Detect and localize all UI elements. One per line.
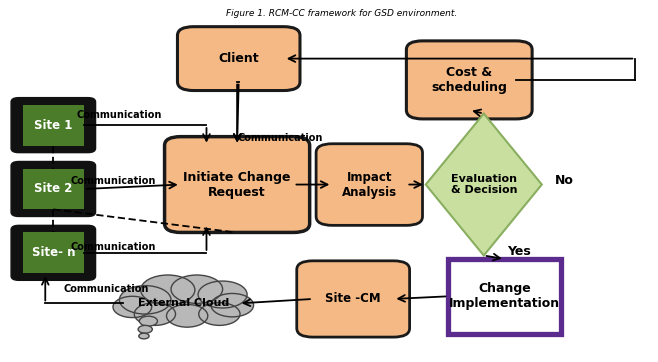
FancyBboxPatch shape xyxy=(164,137,310,232)
Circle shape xyxy=(166,304,208,327)
Text: Cost &
scheduling: Cost & scheduling xyxy=(431,66,507,94)
Polygon shape xyxy=(426,114,542,256)
Text: Site- n: Site- n xyxy=(32,246,75,259)
Text: Communication: Communication xyxy=(77,110,162,121)
Text: Communication: Communication xyxy=(238,134,323,143)
FancyBboxPatch shape xyxy=(22,169,84,209)
Text: Evaluation
& Decision: Evaluation & Decision xyxy=(451,174,517,195)
Text: Site -CM: Site -CM xyxy=(325,292,381,306)
Circle shape xyxy=(139,333,149,339)
Circle shape xyxy=(138,325,152,333)
FancyBboxPatch shape xyxy=(11,225,95,280)
FancyBboxPatch shape xyxy=(22,232,84,273)
Circle shape xyxy=(171,275,222,303)
Circle shape xyxy=(198,281,247,308)
Circle shape xyxy=(199,303,240,325)
Circle shape xyxy=(136,284,200,319)
Text: No: No xyxy=(555,174,574,188)
Text: Figure 1. RCM-CC framework for GSD environment.: Figure 1. RCM-CC framework for GSD envir… xyxy=(226,9,457,18)
Text: Communication: Communication xyxy=(70,176,156,186)
Text: Impact
Analysis: Impact Analysis xyxy=(342,171,397,198)
FancyBboxPatch shape xyxy=(297,261,409,337)
FancyBboxPatch shape xyxy=(448,259,561,333)
FancyBboxPatch shape xyxy=(407,41,532,119)
Text: Site 1: Site 1 xyxy=(34,119,72,132)
Text: Initiate Change
Request: Initiate Change Request xyxy=(184,171,291,198)
Circle shape xyxy=(211,294,253,317)
Circle shape xyxy=(141,275,195,305)
Ellipse shape xyxy=(129,290,239,317)
Circle shape xyxy=(139,316,157,326)
FancyBboxPatch shape xyxy=(11,98,95,153)
Text: External Cloud: External Cloud xyxy=(138,298,230,308)
FancyBboxPatch shape xyxy=(11,161,95,216)
Text: Communication: Communication xyxy=(64,284,149,294)
Text: Client: Client xyxy=(218,52,259,65)
Circle shape xyxy=(113,296,151,317)
Text: Yes: Yes xyxy=(507,245,531,258)
Text: Change
Implementation: Change Implementation xyxy=(449,282,560,310)
FancyBboxPatch shape xyxy=(22,105,84,146)
Circle shape xyxy=(120,286,171,314)
FancyBboxPatch shape xyxy=(316,144,422,225)
Text: Communication: Communication xyxy=(70,241,156,252)
FancyBboxPatch shape xyxy=(178,27,300,90)
Circle shape xyxy=(134,303,176,325)
Text: Site 2: Site 2 xyxy=(34,182,72,195)
